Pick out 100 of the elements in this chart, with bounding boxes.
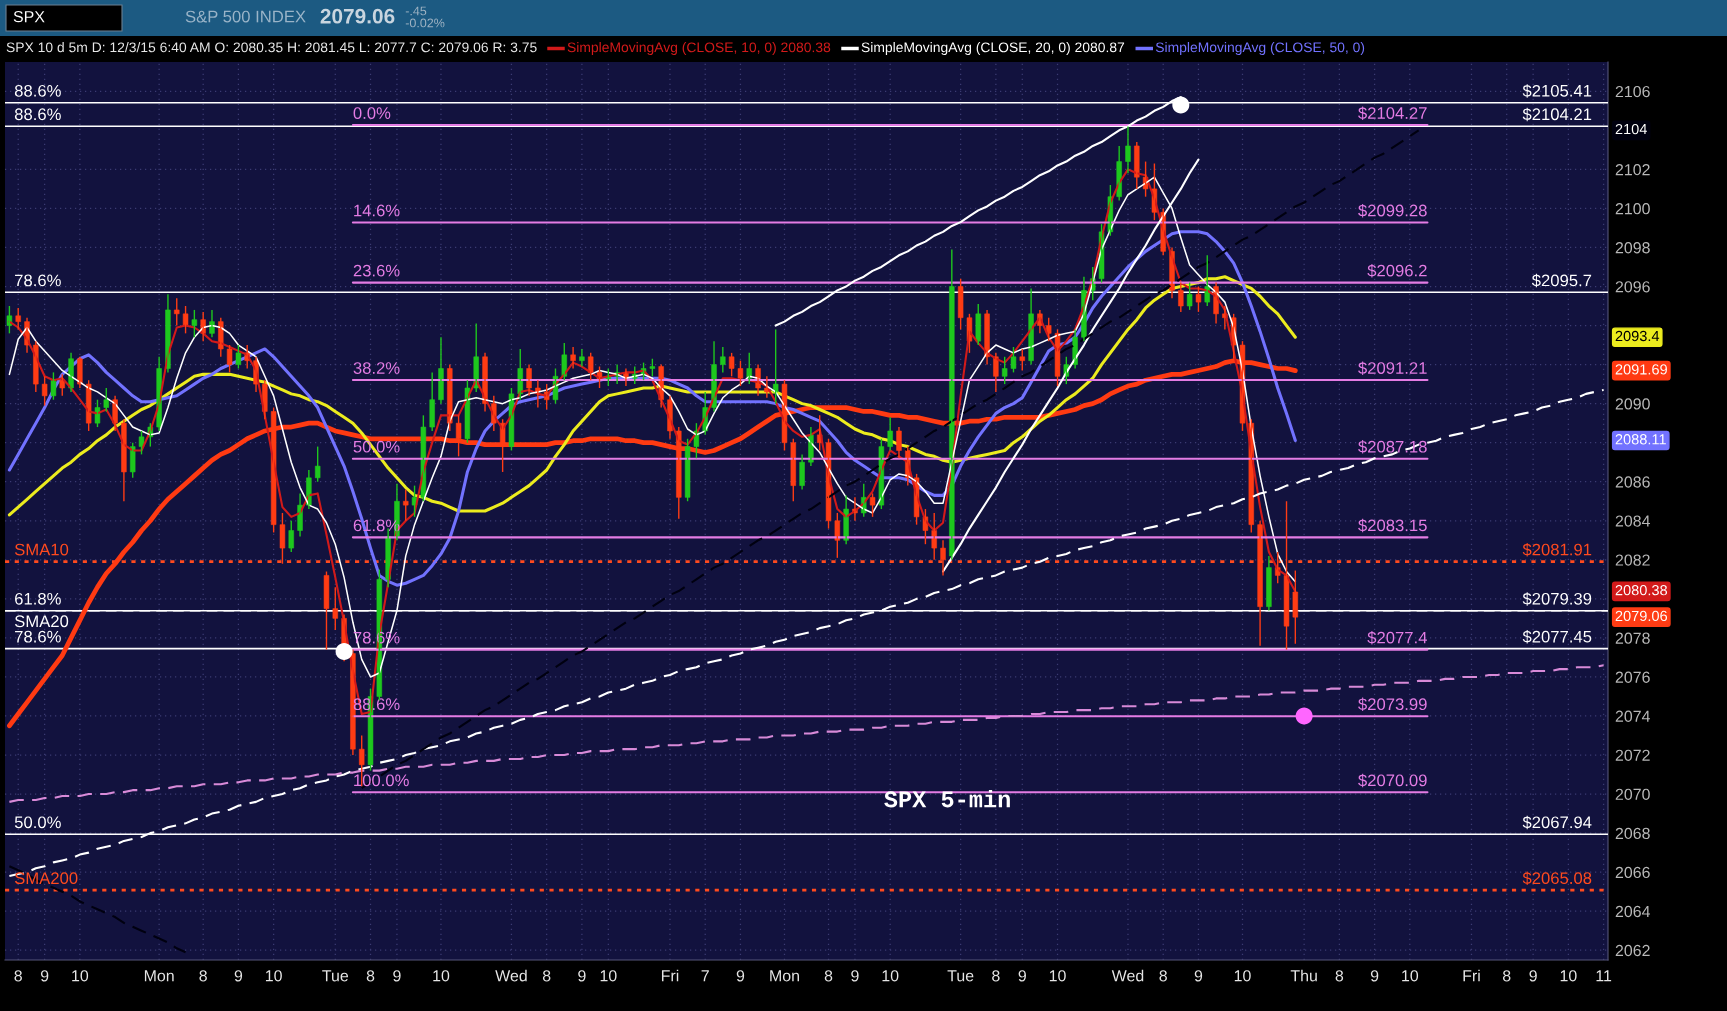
y-tick-label: 2078 bbox=[1615, 632, 1650, 644]
candlestick bbox=[455, 414, 462, 458]
annotation: SMA10 bbox=[14, 543, 69, 556]
x-tick-label: Wed bbox=[495, 969, 527, 982]
text: -0.02% bbox=[405, 18, 445, 28]
candlestick bbox=[323, 570, 330, 651]
x-tick-label: 7 bbox=[701, 970, 709, 982]
candlestick bbox=[957, 277, 964, 331]
x-tick-label: Wed bbox=[1111, 969, 1144, 982]
chart-subtitle: S&P 500 INDEX bbox=[185, 10, 306, 23]
candlestick bbox=[684, 438, 691, 502]
ref-line-label: $2079.39 bbox=[1522, 592, 1592, 606]
x-tick-label: 9 bbox=[578, 970, 586, 982]
y-tick-label: 2090 bbox=[1615, 398, 1650, 410]
candlestick bbox=[174, 297, 180, 327]
candlestick bbox=[781, 379, 788, 452]
y-tick-label: 2096 bbox=[1615, 281, 1650, 293]
x-tick-label: Mon bbox=[770, 970, 799, 982]
y-tick-label: 2091.69 bbox=[1615, 364, 1667, 375]
candlestick bbox=[728, 352, 735, 377]
candlestick bbox=[235, 344, 242, 370]
ref-line-label: $2104.21 bbox=[1522, 107, 1592, 122]
candlestick bbox=[279, 512, 286, 565]
y-tick-label: 2072 bbox=[1615, 749, 1650, 761]
y-tick-label: 2079.06 bbox=[1615, 610, 1668, 622]
x-tick-label: 10 bbox=[600, 970, 617, 982]
x-tick-label: 10 bbox=[1402, 970, 1419, 982]
x-tick-label: 8 bbox=[199, 970, 207, 982]
candlestick bbox=[226, 344, 233, 374]
annotation: 50.0% bbox=[14, 816, 61, 829]
series-label: 38.2% bbox=[353, 362, 400, 374]
candlestick bbox=[332, 586, 338, 631]
y-tick-label: 2064 bbox=[1615, 905, 1651, 918]
x-tick-label: 10 bbox=[72, 970, 89, 982]
ref-line-label: $2105.41 bbox=[1522, 84, 1592, 98]
point bbox=[1295, 707, 1313, 725]
y-tick-label: 2080.38 bbox=[1615, 585, 1668, 596]
candlestick bbox=[1001, 356, 1008, 385]
candlestick bbox=[103, 387, 109, 413]
y-tick-label: 2100 bbox=[1615, 203, 1650, 215]
x-tick-label: 10 bbox=[1049, 970, 1066, 982]
x-tick-label: Fri bbox=[1463, 969, 1480, 982]
x-tick-label: 9 bbox=[1529, 970, 1537, 982]
annotation: 61.8% bbox=[15, 592, 61, 605]
x-tick-label: 8 bbox=[1335, 970, 1344, 982]
candlestick bbox=[94, 399, 101, 428]
x-tick-label: Tue bbox=[947, 970, 974, 982]
ref-line-label: $2067.94 bbox=[1522, 815, 1592, 830]
x-tick-label: Tue bbox=[322, 970, 349, 982]
x-tick-label: 8 bbox=[1502, 970, 1511, 982]
ref-line-label: $2065.08 bbox=[1522, 871, 1592, 886]
x-tick-label: 9 bbox=[851, 970, 859, 982]
candlestick bbox=[508, 387, 515, 452]
candlestick bbox=[191, 309, 198, 338]
annotation: $2070.09 bbox=[1358, 773, 1427, 788]
annotation: 78.6% bbox=[15, 274, 61, 287]
candlestick bbox=[1283, 500, 1290, 651]
y-tick-label: 2106 bbox=[1615, 85, 1650, 98]
text: 2079.06 bbox=[320, 8, 395, 24]
ref-line-label: $2077.45 bbox=[1522, 630, 1592, 644]
text: SPX bbox=[13, 10, 45, 23]
candlestick bbox=[1019, 348, 1025, 372]
x-tick-label: 10 bbox=[1560, 970, 1577, 982]
x-tick-label: Fri bbox=[661, 969, 679, 982]
x-tick-label: 10 bbox=[265, 970, 282, 982]
x-tick-label: 8 bbox=[542, 970, 551, 982]
x-tick-label: 10 bbox=[1234, 970, 1251, 982]
x-tick-label: Thu bbox=[1290, 969, 1317, 982]
x-tick-label: 8 bbox=[824, 970, 833, 982]
y-tick-label: 2093.4 bbox=[1615, 330, 1660, 342]
candlestick bbox=[772, 328, 779, 405]
annotation: 88.6% bbox=[14, 108, 61, 121]
x-tick-label: 10 bbox=[882, 970, 899, 982]
candlestick bbox=[1010, 346, 1017, 374]
x-tick-label: 9 bbox=[234, 970, 243, 982]
legend-label: SimpleMovingAvg (CLOSE, 50, 0) bbox=[1155, 42, 1365, 55]
x-tick-label: 9 bbox=[1018, 970, 1026, 982]
x-tick-label: 8 bbox=[14, 970, 22, 982]
ref-line-label: $2095.7 bbox=[1531, 273, 1592, 288]
y-tick-label: 2088.11 bbox=[1615, 434, 1666, 445]
series-label: 23.6% bbox=[353, 264, 400, 277]
x-tick-label: 9 bbox=[1194, 970, 1203, 982]
candlestick bbox=[975, 303, 981, 346]
annotation: $2083.15 bbox=[1358, 518, 1427, 533]
line-series bbox=[8, 865, 187, 954]
candlestick bbox=[15, 307, 21, 331]
annotation: SMA20 bbox=[14, 615, 69, 628]
annotation: $2096.2 bbox=[1367, 264, 1427, 278]
y-tick-label: 2076 bbox=[1615, 671, 1650, 683]
legend-label: SimpleMovingAvg (CLOSE, 20, 0) 2080.87 bbox=[861, 42, 1125, 55]
candlestick bbox=[50, 371, 57, 401]
annotation: $2104.27 bbox=[1358, 106, 1427, 120]
candlestick bbox=[403, 488, 409, 522]
y-tick-label: 2074 bbox=[1615, 710, 1651, 722]
x-tick-label: 8 bbox=[992, 970, 1000, 982]
x-tick-label: 11 bbox=[1596, 970, 1612, 982]
x-tick-label: 10 bbox=[433, 970, 450, 982]
series-label: 14.6% bbox=[354, 204, 400, 217]
x-tick-label: Mon bbox=[144, 970, 174, 982]
point bbox=[1172, 96, 1190, 114]
